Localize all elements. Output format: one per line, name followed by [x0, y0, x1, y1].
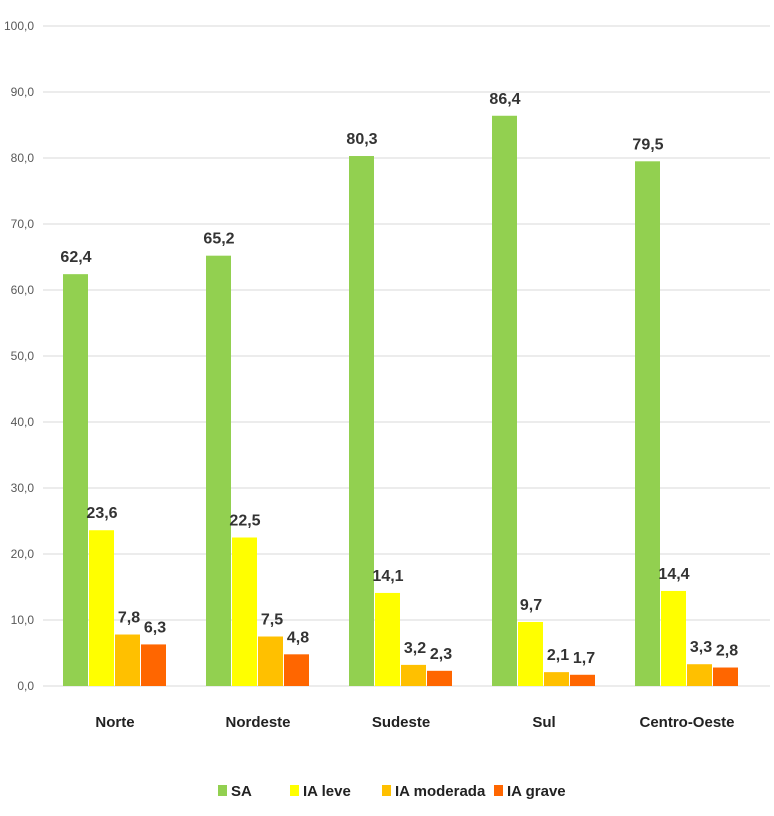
y-tick-label: 50,0 — [11, 349, 35, 363]
y-tick-label: 20,0 — [11, 547, 35, 561]
bar — [427, 670, 452, 686]
bar — [687, 664, 712, 686]
data-label: 62,4 — [60, 249, 91, 266]
bar — [141, 644, 166, 686]
data-label: 7,8 — [118, 610, 140, 627]
data-label: 14,4 — [658, 566, 689, 583]
data-label: 2,8 — [716, 643, 738, 660]
legend-swatch — [290, 785, 299, 796]
bar — [375, 592, 400, 686]
data-label: 1,7 — [573, 650, 595, 667]
bar — [518, 621, 543, 686]
y-tick-label: 80,0 — [11, 151, 35, 165]
bar — [258, 636, 283, 686]
bar — [89, 530, 114, 686]
bar — [635, 161, 660, 687]
data-label: 3,3 — [690, 639, 712, 656]
data-label: 6,3 — [144, 619, 166, 636]
y-tick-label: 30,0 — [11, 481, 35, 495]
bar — [661, 590, 686, 686]
bar — [544, 672, 569, 686]
y-tick-label: 10,0 — [11, 613, 35, 627]
bar — [206, 255, 231, 686]
legend-swatch — [218, 785, 227, 796]
data-label: 9,7 — [520, 597, 542, 614]
legend-label: IA moderada — [395, 783, 486, 800]
bar — [115, 634, 140, 686]
data-label: 65,2 — [203, 231, 234, 248]
x-tick-label: Nordeste — [225, 714, 290, 731]
legend-swatch — [382, 785, 391, 796]
y-tick-label: 100,0 — [4, 19, 34, 33]
legend-label: IA grave — [507, 783, 566, 800]
data-label: 14,1 — [372, 568, 403, 585]
bar — [232, 537, 257, 686]
y-tick-label: 60,0 — [11, 283, 35, 297]
x-tick-label: Norte — [95, 714, 134, 731]
legend-swatch — [494, 785, 503, 796]
data-label: 4,8 — [287, 629, 309, 646]
data-label: 7,5 — [261, 612, 283, 629]
bar — [63, 274, 88, 686]
data-label: 80,3 — [346, 131, 377, 148]
y-tick-label: 0,0 — [17, 679, 34, 693]
bar — [570, 674, 595, 686]
data-label: 2,3 — [430, 646, 452, 663]
data-label: 3,2 — [404, 640, 426, 657]
x-tick-label: Sul — [532, 714, 555, 731]
bar — [713, 667, 738, 686]
x-tick-label: Sudeste — [372, 714, 430, 731]
x-tick-label: Centro-Oeste — [639, 714, 734, 731]
legend-label: SA — [231, 783, 252, 800]
y-tick-label: 70,0 — [11, 217, 35, 231]
y-tick-label: 90,0 — [11, 85, 35, 99]
data-label: 79,5 — [632, 136, 663, 153]
data-label: 22,5 — [229, 513, 260, 530]
bar — [492, 115, 517, 686]
bar — [401, 664, 426, 686]
y-tick-label: 40,0 — [11, 415, 35, 429]
bar — [349, 156, 374, 686]
data-label: 86,4 — [489, 91, 520, 108]
data-label: 23,6 — [86, 505, 117, 522]
data-label: 2,1 — [547, 647, 569, 664]
bar — [284, 654, 309, 686]
legend-label: IA leve — [303, 783, 351, 800]
